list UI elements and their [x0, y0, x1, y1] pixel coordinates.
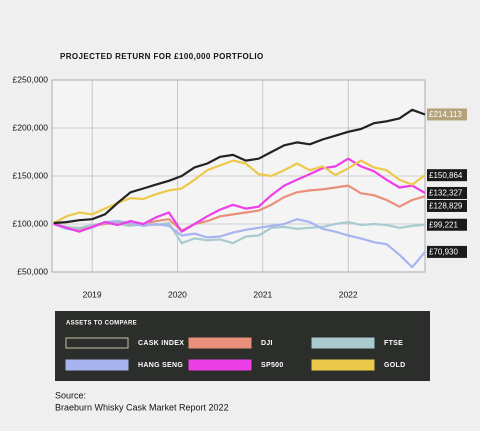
x-tick-label: 2021 [253, 289, 272, 299]
end-label-box [427, 218, 467, 231]
end-label-box [427, 186, 467, 199]
legend-swatch [311, 359, 375, 371]
legend-swatch [65, 337, 129, 349]
legend-label: HANG SENG [138, 362, 183, 369]
chart-title: PROJECTED RETURN FOR £100,000 PORTFOLIO [60, 52, 264, 61]
end-label-box [427, 108, 467, 121]
legend-swatch [65, 359, 129, 371]
y-tick-label: £150,000 [13, 170, 49, 180]
end-label: £150,864 [429, 171, 463, 180]
legend-label: DJI [261, 340, 273, 347]
end-label: £214,113 [429, 110, 462, 119]
x-tick-label: 2019 [83, 289, 102, 299]
y-tick-label: £50,000 [17, 266, 48, 276]
legend-title: ASSETS TO COMPARE [66, 321, 137, 327]
end-label: £128,829 [429, 202, 463, 211]
series-line [53, 157, 426, 233]
legend-swatch [188, 337, 252, 349]
end-label: £132,327 [429, 189, 463, 198]
end-label-box [427, 245, 467, 258]
source: Braeburn Whisky Cask Market Report 2022 [55, 402, 229, 412]
x-tick-label: 2020 [168, 289, 187, 299]
x-tick-label: 2022 [339, 289, 358, 299]
series-line [53, 108, 426, 225]
y-tick-label: £250,000 [13, 74, 49, 84]
legend-label: FTSE [384, 340, 403, 347]
end-label: £99,221 [429, 220, 458, 229]
end-label-box [427, 199, 467, 212]
y-tick-label: £100,000 [13, 218, 49, 228]
legend-swatch [188, 359, 252, 371]
legend-label: SP500 [261, 362, 284, 369]
source-label: Source: [55, 390, 86, 400]
y-tick-label: £200,000 [13, 122, 49, 132]
series-line [53, 218, 426, 269]
legend-label: GOLD [384, 362, 405, 369]
legend-swatch [311, 337, 375, 349]
legend-label: CASK INDEX [138, 340, 184, 347]
end-label-box [427, 169, 467, 182]
end-label: £70,930 [429, 248, 458, 257]
